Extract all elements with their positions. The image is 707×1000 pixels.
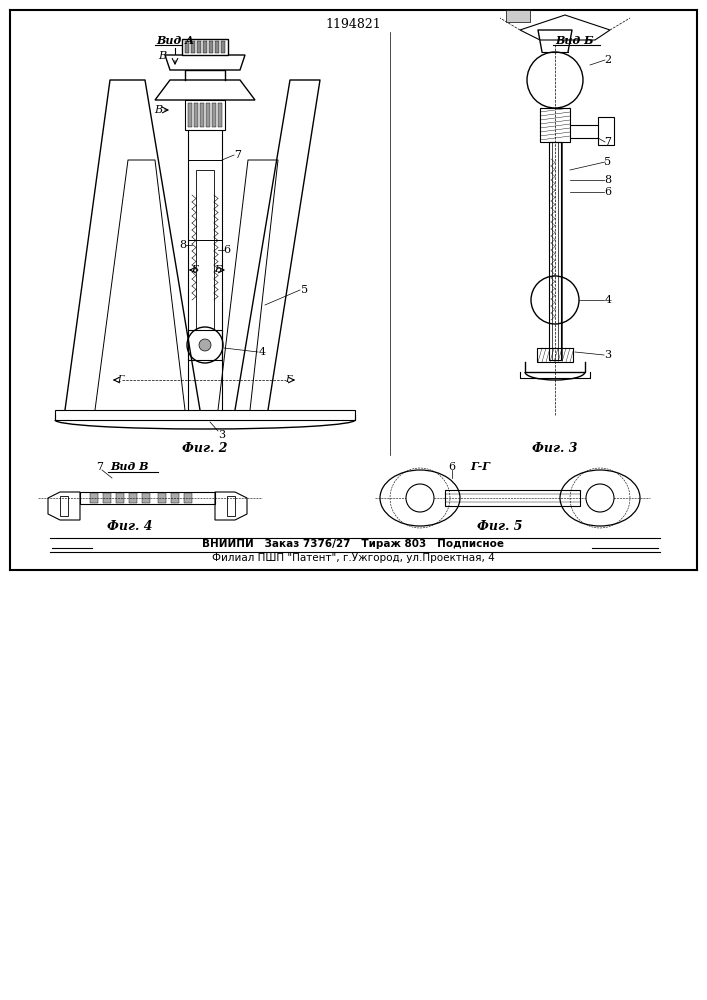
Bar: [194, 103, 198, 127]
Text: Фиг. 5: Фиг. 5: [477, 520, 522, 532]
Bar: [171, 493, 179, 503]
Text: Г: Г: [117, 375, 123, 384]
Text: Филиал ПШП "Патент", г.Ужгород, ул.Проектная, 4: Филиал ПШП "Патент", г.Ужгород, ул.Проек…: [211, 553, 494, 563]
Text: 5: 5: [604, 157, 612, 167]
Bar: [185, 100, 225, 130]
Text: 7: 7: [235, 150, 242, 160]
Bar: [549, 142, 561, 360]
Bar: [188, 103, 192, 127]
Bar: [218, 103, 222, 127]
Text: 4: 4: [259, 347, 266, 357]
Bar: [197, 41, 201, 53]
Text: 4: 4: [604, 295, 612, 305]
Bar: [506, 10, 530, 22]
Bar: [158, 493, 166, 503]
Text: Б: Б: [214, 265, 221, 274]
Text: 2: 2: [604, 55, 612, 65]
Text: 3: 3: [604, 350, 612, 360]
Bar: [142, 493, 150, 503]
Text: 7: 7: [604, 137, 612, 147]
Bar: [598, 117, 614, 145]
Circle shape: [406, 484, 434, 512]
Bar: [221, 41, 225, 53]
Text: Фиг. 4: Фиг. 4: [107, 520, 153, 532]
Bar: [60, 496, 68, 516]
Polygon shape: [520, 15, 610, 40]
Polygon shape: [155, 80, 255, 100]
Circle shape: [586, 484, 614, 512]
Text: Фиг. 2: Фиг. 2: [182, 442, 228, 454]
Text: Вид Б: Вид Б: [556, 34, 595, 45]
Polygon shape: [55, 410, 355, 420]
Text: Вид В: Вид В: [111, 462, 149, 473]
Bar: [188, 330, 222, 360]
Bar: [184, 493, 192, 503]
Text: Г-Г: Г-Г: [470, 462, 490, 473]
Text: 7: 7: [96, 462, 103, 472]
Text: ВНИИПИ   Заказ 7376/27   Тираж 803   Подписное: ВНИИПИ Заказ 7376/27 Тираж 803 Подписное: [202, 539, 504, 549]
Bar: [80, 492, 215, 504]
Text: 6: 6: [223, 245, 230, 255]
Bar: [540, 108, 570, 142]
Bar: [185, 41, 189, 53]
Text: 5: 5: [301, 285, 308, 295]
Bar: [203, 41, 207, 53]
Text: 1194821: 1194821: [325, 18, 381, 31]
Text: 6: 6: [604, 187, 612, 197]
Bar: [200, 103, 204, 127]
Text: 8: 8: [604, 175, 612, 185]
Bar: [196, 170, 214, 330]
Bar: [116, 493, 124, 503]
Bar: [227, 496, 235, 516]
Bar: [103, 493, 111, 503]
Bar: [537, 348, 573, 362]
Text: В: В: [154, 105, 162, 115]
Bar: [182, 39, 228, 55]
Text: 3: 3: [218, 430, 226, 440]
Bar: [90, 493, 98, 503]
Text: Вид А: Вид А: [156, 34, 194, 45]
Bar: [209, 41, 213, 53]
Bar: [212, 103, 216, 127]
Text: 8: 8: [180, 240, 187, 250]
Text: Б: Б: [192, 265, 199, 274]
Text: 6: 6: [448, 462, 455, 472]
Circle shape: [199, 339, 211, 351]
Text: В: В: [158, 51, 166, 61]
Bar: [191, 41, 195, 53]
Bar: [206, 103, 210, 127]
Bar: [215, 41, 219, 53]
Polygon shape: [165, 55, 245, 70]
Bar: [445, 490, 580, 506]
Text: Г: Г: [285, 375, 291, 384]
Bar: [129, 493, 137, 503]
Text: Фиг. 3: Фиг. 3: [532, 442, 578, 454]
